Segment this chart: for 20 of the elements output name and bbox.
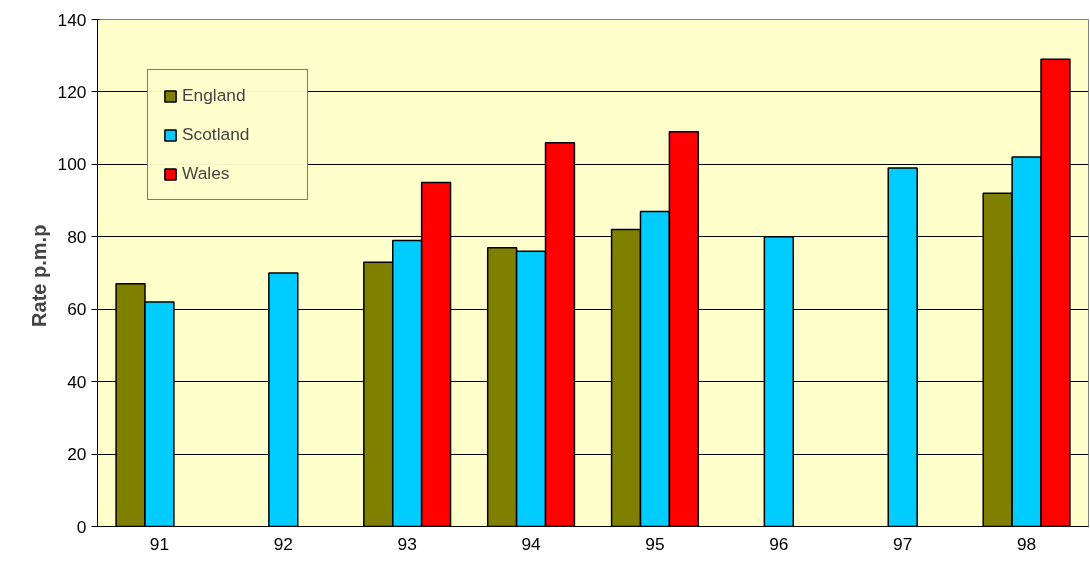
y-tick-label: 20 xyxy=(67,444,87,465)
x-tick-label: 92 xyxy=(273,533,293,554)
x-tick-label: 93 xyxy=(397,533,417,554)
y-tick-label: 0 xyxy=(76,516,87,537)
legend-label: Wales xyxy=(182,163,231,184)
legend-label: England xyxy=(182,85,247,106)
y-tick-label: 80 xyxy=(67,226,87,247)
x-tick-label: 96 xyxy=(769,533,789,554)
x-tick-label: 97 xyxy=(893,533,913,554)
x-tick-label: 91 xyxy=(149,533,170,554)
x-tick-label: 95 xyxy=(645,533,665,554)
y-tick-label: 120 xyxy=(57,81,87,102)
x-tick-label: 94 xyxy=(521,533,542,554)
y-tick-label: 140 xyxy=(57,9,87,30)
y-tick-label: 40 xyxy=(67,371,87,392)
y-tick-label: 60 xyxy=(67,299,87,320)
x-tick-label: 98 xyxy=(1016,533,1037,554)
y-tick-label: 100 xyxy=(57,154,87,175)
legend-label: Scotland xyxy=(182,124,251,145)
y-axis-title: Rate p.m.p xyxy=(27,224,50,327)
